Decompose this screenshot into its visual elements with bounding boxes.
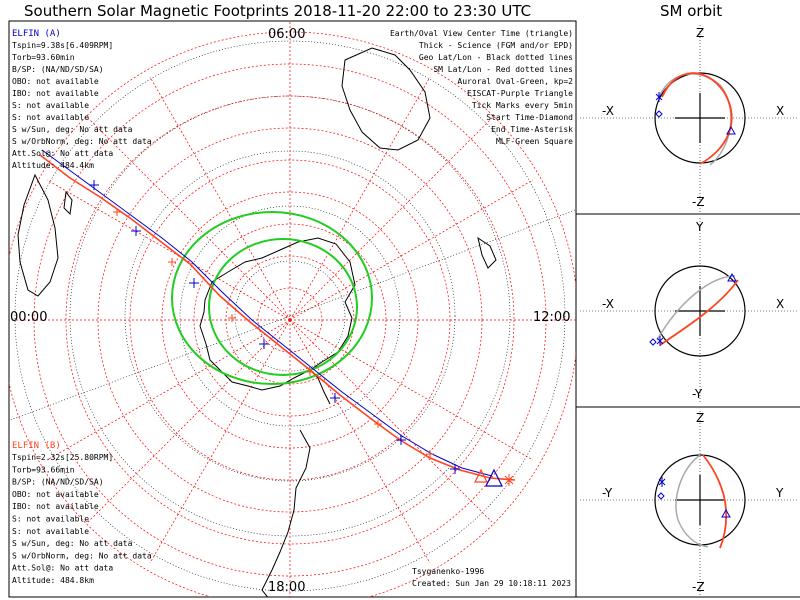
- orbit-panel-yz: Z -Z -Y Y: [580, 411, 798, 595]
- elfin-b-line: IBO: not available: [12, 502, 99, 511]
- elfin-b-view-triangle: [474, 468, 488, 483]
- clock-label-top: 06:00: [268, 27, 305, 42]
- elfin-a-ticks: [89, 180, 460, 474]
- view-triangle: [726, 125, 736, 135]
- axis-left: -X: [602, 297, 614, 311]
- elfin-b-line: B/SP: (NA/ND/SD/SA): [12, 478, 104, 487]
- end-asterisk: [658, 477, 666, 487]
- orbit-panel-xy: Y -Y -X X: [580, 218, 798, 404]
- africa-outline: [17, 173, 59, 297]
- view-triangle: [721, 508, 731, 518]
- antarctic-peninsula-outline: [309, 369, 331, 405]
- south-america-outline: [261, 429, 311, 597]
- axis-bottom: -Y: [692, 387, 703, 401]
- continent-outlines: [17, 47, 497, 597]
- elfin-a-line: Tspin=9.38s[6.409RPM]: [12, 41, 113, 50]
- end-asterisk: [655, 92, 663, 102]
- auroral-oval: [171, 211, 373, 385]
- elfin-a-view-triangle: [485, 468, 503, 487]
- elfin-b-line: S: not available: [12, 515, 89, 524]
- elfin-b-line: Altitude: 484.8km: [12, 576, 94, 585]
- legend-item: EISCAT-Purple Triangle: [467, 89, 573, 98]
- clock-label-right: 12:00: [533, 310, 570, 325]
- orbit-path-b: [659, 279, 739, 346]
- elfin-b-ticks: [113, 208, 434, 458]
- elfin-b-name: ELFIN (B): [12, 441, 61, 451]
- end-asterisk: [504, 474, 514, 486]
- legend-item: Tick Marks every 5min: [472, 101, 573, 110]
- axis-right: X: [776, 297, 784, 311]
- new-zealand-outline: [477, 236, 497, 269]
- auroral-oval-outer: [171, 211, 373, 385]
- main-title: Southern Solar Magnetic Footprints 2018-…: [24, 2, 532, 20]
- elfin-a-info: Tspin=9.38s[6.409RPM] Torb=93.60min B/SP: …: [12, 41, 152, 170]
- legend: Earth/Oval View Center Time (triangle) Th…: [390, 29, 573, 146]
- elfin-a-line: Altitude: 484.4km: [12, 161, 94, 170]
- legend-item: End Time-Asterisk: [491, 125, 573, 134]
- view-triangle: [727, 272, 737, 282]
- australia-outline: [341, 47, 431, 151]
- elfin-a-line: OBO: not available: [12, 77, 99, 86]
- elfin-a-name: ELFIN (A): [12, 29, 61, 39]
- clock-label-left: 00:00: [10, 310, 47, 325]
- orbit-path-b: [661, 72, 733, 165]
- orbit-path-a: [656, 275, 736, 341]
- start-diamond: [655, 110, 663, 118]
- elfin-b-line: S: not available: [12, 527, 89, 536]
- elfin-a-line: S: not available: [12, 113, 89, 122]
- elfin-b-line: Att.Sol@: No att data: [12, 564, 113, 573]
- start-diamond: [649, 338, 657, 346]
- orbit-path-a: [675, 454, 709, 548]
- clock-label-bottom: 18:00: [268, 580, 305, 595]
- axis-right: Y: [775, 486, 784, 500]
- elfin-a-line: IBO: not available: [12, 89, 99, 98]
- axis-left: -Y: [602, 486, 613, 500]
- elfin-a-line: S w/Sun, deg: No att data: [12, 125, 133, 134]
- elfin-a-line: S w/OrbNorm, deg: No att data: [12, 137, 152, 146]
- antarctica-outline: [199, 237, 356, 391]
- elfin-b-line: OBO: not available: [12, 490, 99, 499]
- end-asterisk: [656, 336, 664, 346]
- legend-item: MLF-Green Square: [496, 137, 573, 146]
- elfin-b-line: S w/Sun, deg: No att data: [12, 539, 133, 548]
- elfin-b-line: Tspin=2.32s[25.80RPM]: [12, 453, 113, 462]
- elfin-b-track: [39, 154, 516, 481]
- axis-bottom: -Z: [692, 580, 705, 594]
- axis-top: Y: [695, 220, 704, 234]
- axis-left: -X: [602, 104, 614, 118]
- elfin-a-line: B/SP: (NA/ND/SD/SA): [12, 65, 104, 74]
- orbit-panel-xz: Z -Z -X X: [580, 25, 798, 212]
- legend-item: Thick - Science (FGM and/or EPD): [419, 41, 573, 50]
- elfin-b-info: Tspin=2.32s[25.80RPM] Torb=93.66min B/SP: …: [12, 453, 152, 585]
- elfin-b-line: Torb=93.66min: [12, 465, 75, 474]
- legend-item: Auroral Oval-Green, kp=2: [457, 77, 573, 86]
- legend-item: Start Time-Diamond: [486, 113, 573, 122]
- orbit-title: SM orbit: [660, 2, 723, 20]
- legend-item: SM Lat/Lon - Red dotted lines: [433, 65, 573, 74]
- axis-right: X: [776, 104, 784, 118]
- axis-bottom: -Z: [692, 195, 705, 209]
- model-credit: Tsyganenko-1996: [412, 567, 484, 576]
- elfin-a-line: Torb=93.60min: [12, 53, 75, 62]
- elfin-a-line: S: not available: [12, 101, 89, 110]
- earth-circle: [654, 265, 746, 357]
- auroral-oval-inner: [208, 238, 358, 376]
- elfin-b-line: S w/OrbNorm, deg: No att data: [12, 551, 152, 560]
- created-timestamp: Created: Sun Jan 29 10:18:11 2023: [412, 579, 571, 588]
- axis-top: Z: [696, 411, 704, 425]
- elfin-a-line: Att.Sol@: No att data: [12, 149, 113, 158]
- legend-item: Geo Lat/Lon - Black dotted lines: [419, 53, 573, 62]
- madagascar-outline: [63, 190, 73, 216]
- axis-top: Z: [696, 26, 704, 40]
- sm-grid: [9, 21, 576, 597]
- legend-item: Earth/Oval View Center Time (triangle): [390, 29, 573, 38]
- start-diamond: [657, 492, 665, 500]
- orbit-path-b: [702, 454, 728, 549]
- elfin-a-track: [41, 149, 493, 477]
